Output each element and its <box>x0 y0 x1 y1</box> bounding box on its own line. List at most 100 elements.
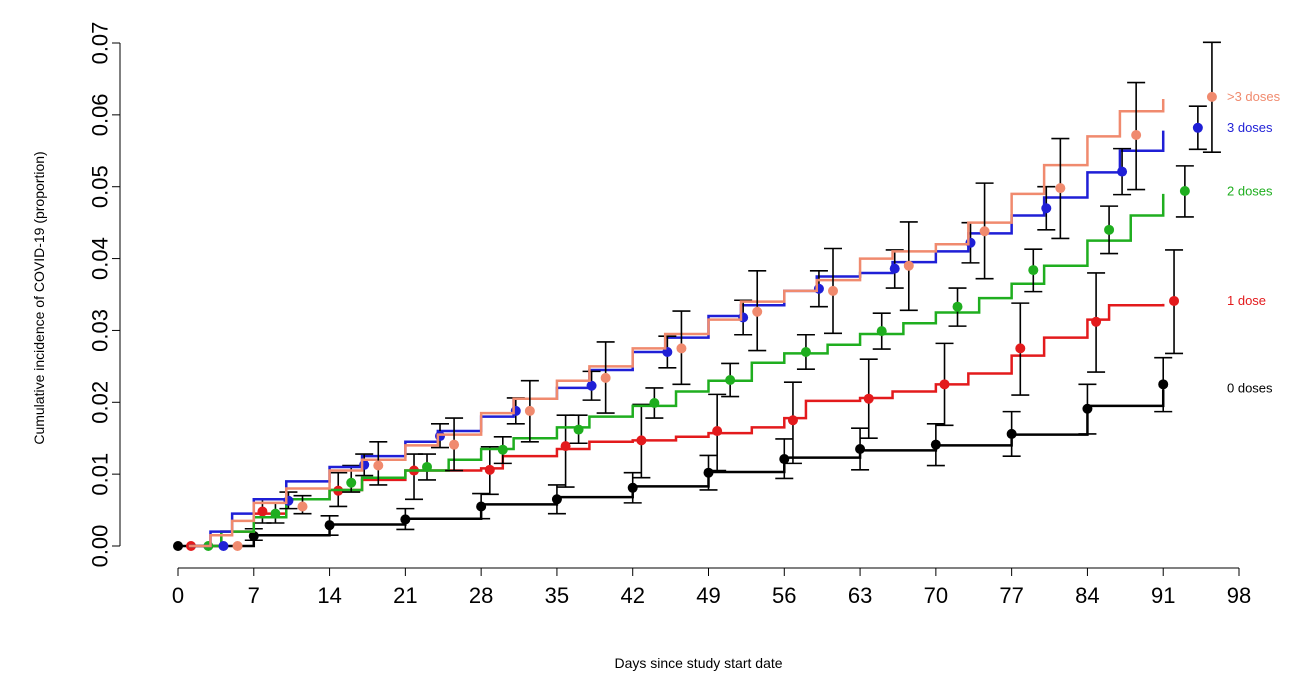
data-point <box>173 541 183 551</box>
data-point <box>965 237 976 248</box>
x-tick-label: 28 <box>469 583 493 608</box>
data-point <box>939 379 950 390</box>
series-3-doses <box>188 105 1207 551</box>
y-tick-label: 0.03 <box>88 309 113 352</box>
data-point <box>586 380 597 391</box>
data-point <box>649 398 660 409</box>
data-point <box>232 541 243 551</box>
error-bar <box>405 453 424 501</box>
data-point <box>876 326 887 337</box>
data-point <box>712 426 723 437</box>
y-axis-title: Cumulative incidence of COVID-19 (propor… <box>31 151 47 444</box>
data-point <box>551 494 562 505</box>
data-point <box>952 301 963 312</box>
data-point <box>283 495 294 506</box>
data-point <box>1169 295 1180 306</box>
data-point <box>218 541 229 551</box>
x-tick-label: 98 <box>1227 583 1251 608</box>
x-tick-label: 91 <box>1151 583 1175 608</box>
data-point <box>449 439 460 450</box>
data-point <box>1015 343 1026 354</box>
x-tick-label: 0 <box>172 583 184 608</box>
series-0-doses <box>173 356 1173 551</box>
legend: >3 doses 3 doses 2 doses 1 dose 0 doses <box>1227 89 1281 396</box>
axes: 0 7 14 21 28 35 42 49 56 63 70 77 84 91 98 0.00 0.01 0.02… <box>88 22 1252 608</box>
y-tick-label: 0.02 <box>88 381 113 424</box>
data-point <box>1104 224 1115 235</box>
y-tick-label: 0.04 <box>88 237 113 280</box>
data-point <box>422 461 433 472</box>
data-point <box>1192 122 1203 133</box>
data-point <box>1006 428 1017 439</box>
data-point <box>1091 316 1102 327</box>
data-point <box>863 393 874 404</box>
data-point <box>257 506 268 517</box>
data-point <box>752 306 763 317</box>
data-point <box>779 454 790 465</box>
legend-label: 3 doses <box>1227 120 1273 135</box>
data-point <box>636 435 647 446</box>
data-point <box>889 263 900 274</box>
data-point <box>676 343 687 354</box>
data-point <box>828 285 839 296</box>
data-point <box>346 477 357 488</box>
step-line <box>188 303 1165 548</box>
y-tick-label: 0.01 <box>88 453 113 496</box>
data-point <box>800 346 811 357</box>
x-tick-label: 63 <box>848 583 872 608</box>
legend-label: 0 doses <box>1227 381 1273 396</box>
data-point <box>1179 186 1190 197</box>
y-tick-label: 0.00 <box>88 525 113 568</box>
data-point <box>703 467 714 478</box>
x-tick-label: 84 <box>1075 583 1099 608</box>
error-bar <box>556 414 575 488</box>
y-tick-label: 0.07 <box>88 22 113 65</box>
legend-label: 1 dose <box>1227 293 1266 308</box>
data-point <box>560 441 571 452</box>
data-point <box>573 424 584 435</box>
data-point <box>359 459 370 470</box>
data-point <box>476 501 487 512</box>
data-point <box>524 405 535 416</box>
x-tick-label: 7 <box>248 583 260 608</box>
x-axis-title: Days since study start date <box>614 655 782 671</box>
data-point <box>297 501 308 512</box>
data-point <box>248 530 259 541</box>
x-tick-label: 21 <box>393 583 417 608</box>
data-point <box>497 444 508 455</box>
data-point <box>324 520 335 531</box>
data-point <box>787 415 798 426</box>
x-tick-label: 77 <box>999 583 1023 608</box>
data-point <box>1055 183 1066 194</box>
y-tick-label: 0.06 <box>88 93 113 136</box>
series-layer <box>173 41 1221 551</box>
x-tick-label: 14 <box>317 583 341 608</box>
data-point <box>1028 265 1039 276</box>
data-point <box>1082 403 1093 414</box>
data-point <box>270 508 281 519</box>
x-tick-label: 49 <box>696 583 720 608</box>
data-point <box>484 464 495 475</box>
legend-label: >3 doses <box>1227 89 1281 104</box>
x-tick-label: 70 <box>924 583 948 608</box>
data-point <box>1117 166 1128 177</box>
data-point <box>373 460 384 471</box>
data-point <box>400 514 411 525</box>
data-point <box>435 431 446 442</box>
legend-label: 2 doses <box>1227 184 1273 199</box>
x-tick-label: 42 <box>620 583 644 608</box>
data-point <box>930 439 941 450</box>
data-point <box>738 312 749 323</box>
data-point <box>1131 129 1142 140</box>
data-point <box>510 405 521 416</box>
data-point <box>725 375 736 386</box>
series-1-dose <box>185 249 1184 551</box>
data-point <box>627 482 638 493</box>
data-point <box>979 226 990 237</box>
data-point <box>600 372 611 383</box>
x-tick-label: 56 <box>772 583 796 608</box>
series-2-doses <box>188 165 1194 551</box>
data-point <box>1041 203 1052 214</box>
step-line <box>188 99 1165 548</box>
